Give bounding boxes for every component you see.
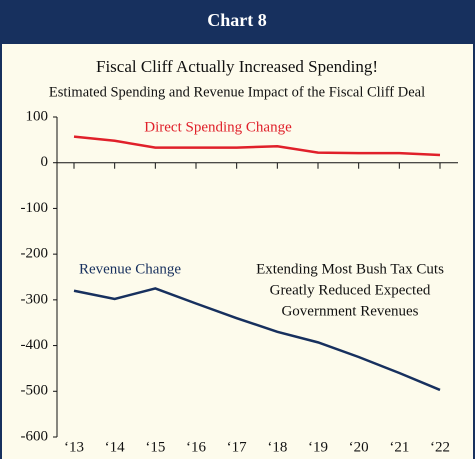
annotation: Extending Most Bush Tax Cuts: [256, 261, 444, 277]
x-tick-label: ‘18: [267, 439, 287, 455]
plot-background: [2, 44, 473, 459]
annotation: Government Revenues: [281, 303, 418, 319]
y-tick-label: -100: [21, 200, 49, 216]
header-title: Chart 8: [207, 10, 267, 30]
y-tick-label: -500: [21, 383, 49, 399]
y-tick-label: 0: [41, 154, 49, 170]
y-tick-label: -300: [21, 291, 49, 307]
y-tick-label: -400: [21, 337, 49, 353]
y-tick-label: -200: [21, 246, 49, 262]
x-tick-label: ‘17: [227, 439, 247, 455]
y-tick-label: 100: [26, 108, 49, 124]
annotation: Greatly Reduced Expected: [270, 282, 431, 298]
x-tick-label: ‘16: [186, 439, 206, 455]
x-tick-label: ‘21: [389, 439, 409, 455]
series-line: [73, 135, 441, 157]
series-label: Direct Spending Change: [144, 119, 292, 135]
series-line: [73, 287, 441, 392]
chart-title: Fiscal Cliff Actually Increased Spending…: [96, 57, 378, 76]
x-tick-label: ‘13: [64, 439, 84, 455]
x-tick-label: ‘22: [430, 439, 450, 455]
chart-subtitle: Estimated Spending and Revenue Impact of…: [49, 84, 425, 100]
x-tick-label: ‘19: [308, 439, 328, 455]
x-tick-label: ‘20: [349, 439, 369, 455]
y-tick-label: -600: [21, 428, 49, 444]
x-tick-label: ‘14: [105, 439, 125, 455]
x-tick-label: ‘15: [145, 439, 165, 455]
series-label: Revenue Change: [79, 261, 181, 277]
